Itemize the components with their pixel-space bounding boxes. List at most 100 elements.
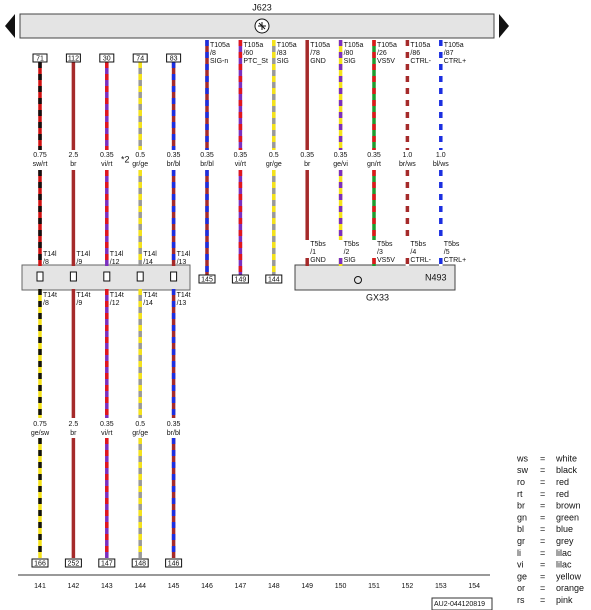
legend-code: vi [517,560,524,570]
pin-number: 30 [103,55,111,62]
legend-separator: = [540,501,545,511]
column-number: 154 [468,583,480,590]
connector-label: T14l [177,251,191,258]
wire-color: ge/vi [333,161,348,168]
pin-number: 147 [101,560,113,567]
column-number: 146 [201,583,213,590]
connector-label: T14l [43,251,57,258]
wire-size: 2.5 [69,152,79,159]
legend-separator: = [540,571,545,581]
connector-pin-box [69,271,77,282]
pin-box [131,558,149,568]
wire-size: 0.75 [33,421,47,428]
signal-name: PTC_St [243,58,268,65]
connector-pin: /13 [177,300,187,307]
column-number: 149 [301,583,313,590]
legend-code: ws [516,453,528,463]
legend-code: gr [517,536,525,546]
connector-pin: /8 [43,300,49,307]
connector-label: T105a [243,42,263,49]
connector-label: T105a [210,42,230,49]
wire-size: 0.35 [367,152,381,159]
connector-pin: /86 [410,50,420,57]
legend-code: ge [517,571,527,581]
legend-meaning: grey [556,536,574,546]
connector-pin: /1 [310,249,316,256]
connector-label: T14t [43,292,57,299]
signal-name: SIG [344,257,356,264]
connector-label: T5bs [410,241,426,248]
connector-pin: /4 [410,249,416,256]
column-number: 141 [34,583,46,590]
pin-box [98,558,116,568]
signal-name: CTRL+ [444,257,466,264]
pin-box [64,558,82,568]
note-marker: *2 [121,154,130,164]
column-number: 151 [368,583,380,590]
legend-meaning: white [555,453,577,463]
legend-code: ro [517,477,525,487]
legend-separator: = [540,595,545,605]
wire-color: vi/rt [101,430,112,437]
wire-size: 0.35 [200,152,214,159]
connector-label: T5bs [344,241,360,248]
legend-meaning: pink [556,595,573,605]
wire-size: 0.5 [135,152,145,159]
connector-label: T5bs [377,241,393,248]
connector-label: T105a [410,42,430,49]
wire-size: 2.5 [69,421,79,428]
legend-code: br [517,501,525,511]
legend-separator: = [540,477,545,487]
signal-name: CTRL- [410,257,431,264]
connector-label: T105a [277,42,297,49]
pin-number: 252 [68,560,80,567]
wire-color: ge/sw [31,430,50,437]
connector-pin: /87 [444,50,454,57]
connector-pin: /14 [143,259,153,266]
unit-symbol-glyph [258,22,266,30]
legend-code: or [517,583,525,593]
connector-pin: /78 [310,50,320,57]
connector-pin: /9 [76,300,82,307]
connector-pin-box [136,271,144,282]
signal-name: CTRL- [410,58,431,65]
wire-color: br [304,161,311,168]
pin-box [198,274,216,284]
wire-size: 0.35 [234,152,248,159]
signal-name: SIG-n [210,58,228,65]
pin-number: 166 [34,560,46,567]
wire-color: gr/ge [132,430,148,437]
legend-separator: = [540,465,545,475]
sensor-box [294,264,456,291]
pin-box [165,558,183,568]
column-number: 152 [402,583,414,590]
connector-label: T5bs [310,241,326,248]
legend-separator: = [540,453,545,463]
wire-color: br/bl [167,161,181,168]
signal-name: VS5V [377,58,395,65]
legend-separator: = [540,512,545,522]
pin-box [132,53,148,63]
connector-pin-box [170,271,178,282]
signal-name: GND [310,58,326,65]
wire-size: 1.0 [403,152,413,159]
connector-pin: /12 [110,300,120,307]
wire-size: 0.35 [100,152,114,159]
component-label: J623 [252,2,272,12]
connector-label: T105a [310,42,330,49]
pin-number: 74 [136,55,144,62]
pin-box [32,53,48,63]
legend-meaning: lilac [556,548,572,558]
legend-meaning: yellow [556,571,582,581]
connector-pin-box [36,271,44,282]
connector-pin: /14 [143,300,153,307]
legend-meaning: blue [556,524,573,534]
legend-meaning: black [556,465,578,475]
legend-code: li [517,548,521,558]
wire-size: 0.5 [135,421,145,428]
wire-size: 0.35 [100,421,114,428]
wire-color: gr/ge [266,161,282,168]
left-arrow [5,14,15,38]
connector-label: T14t [177,292,191,299]
